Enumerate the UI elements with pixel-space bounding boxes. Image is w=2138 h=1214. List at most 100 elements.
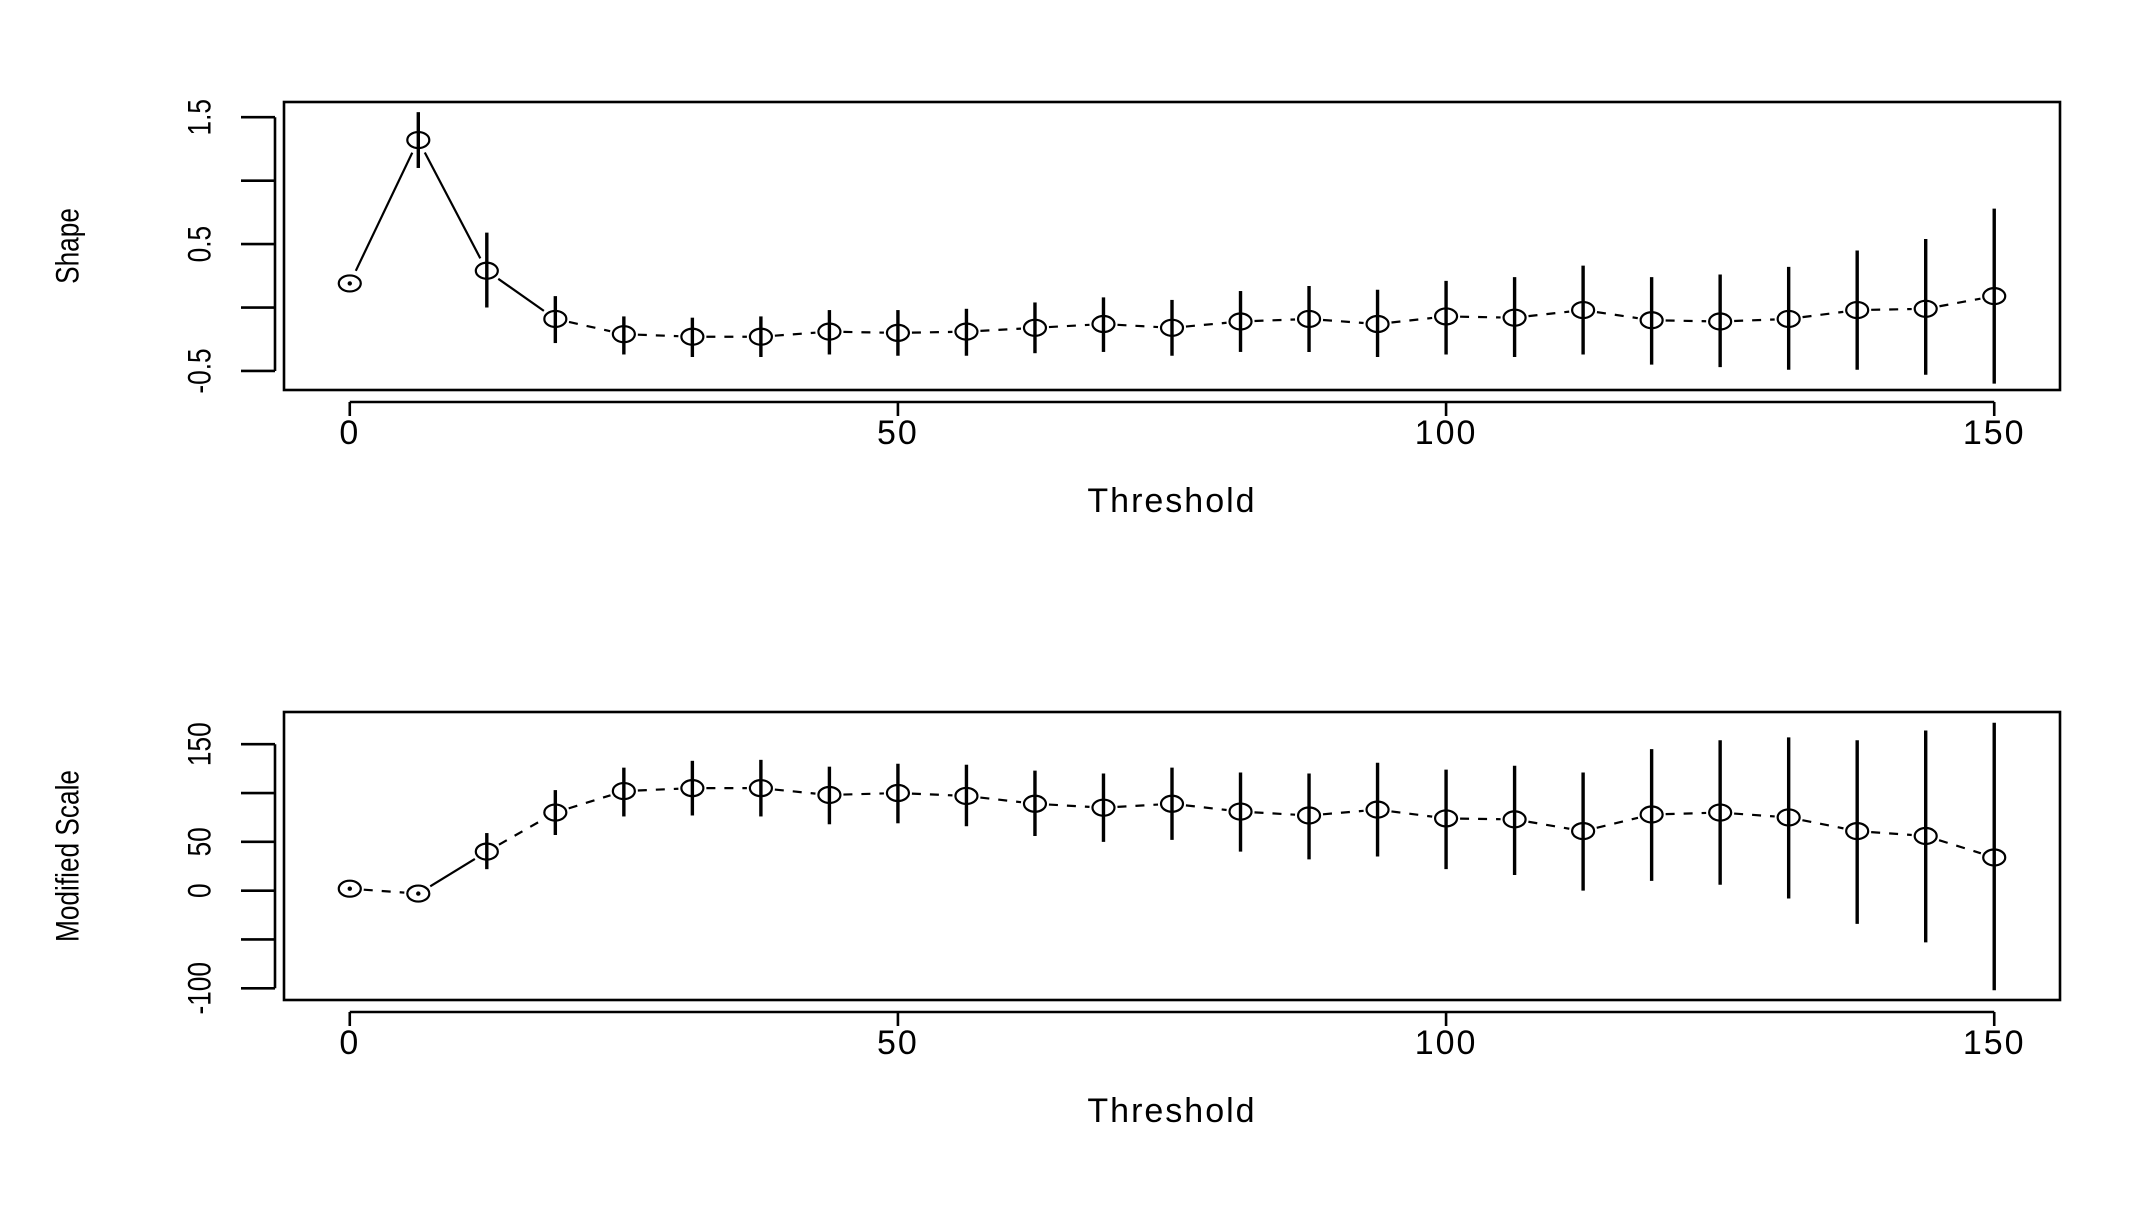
data-point: [474, 261, 499, 280]
data-point: [1776, 808, 1801, 827]
data-point: [748, 779, 773, 798]
data-point: [406, 884, 431, 903]
x-tick-label: 150: [1963, 1024, 2026, 1062]
data-point: [1913, 299, 1938, 318]
connector-line: [1460, 315, 1501, 319]
data-point: [1091, 314, 1116, 334]
x-tick-label: 150: [1963, 414, 2026, 452]
connector-line: [980, 796, 1022, 804]
data-point: [1776, 309, 1801, 329]
connector-line: [568, 794, 611, 810]
x-tick-label: 0: [339, 414, 360, 452]
connector-line: [1254, 318, 1296, 323]
y-tick-label: 1.5: [183, 99, 218, 135]
data-point: [1502, 810, 1527, 829]
data-point: [1639, 805, 1664, 824]
data-point: [1228, 802, 1253, 821]
data-point: [1433, 307, 1459, 326]
connector-line: [637, 333, 679, 338]
data-point: [1296, 309, 1322, 329]
connector-line: [1802, 819, 1844, 830]
x-tick-label: 50: [877, 414, 919, 452]
x-tick-label: 100: [1415, 1024, 1478, 1062]
connector-line: [1596, 311, 1638, 320]
plot-frame: [282, 710, 2062, 1002]
data-point: [885, 783, 911, 803]
connector-line: [1185, 804, 1227, 812]
connector-line: [1939, 297, 1981, 308]
data-point: [1913, 826, 1938, 846]
connector-line: [1734, 812, 1775, 818]
connector-line: [1596, 816, 1639, 829]
data-point: [543, 309, 568, 329]
connector-line: [1938, 839, 1982, 855]
data-point: [1845, 300, 1870, 320]
connector-line: [1665, 811, 1707, 816]
y-axis-title: Modified Scale: [51, 770, 86, 942]
connector-line: [774, 788, 816, 795]
plot-frame: [282, 100, 2062, 392]
connector-line: [1802, 310, 1844, 319]
connector-line: [1117, 323, 1159, 329]
connector-line: [1185, 321, 1227, 328]
data-point: [817, 785, 842, 805]
connector-line: [1871, 831, 1912, 837]
panel-2: 0 50 100 150 -100 0 50 150 Threshold Modified Sca…: [51, 710, 2062, 1130]
data-point: [1982, 848, 2007, 867]
data-point: [1091, 798, 1116, 817]
connector-line: [429, 857, 476, 888]
data-point: [1022, 794, 1048, 813]
data-point: [543, 803, 568, 822]
connector-line: [843, 330, 884, 334]
data-point-center: [347, 886, 352, 891]
connector-line: [843, 792, 884, 796]
data-point: [474, 842, 499, 861]
y-tick-label: 50: [183, 827, 218, 856]
connector-line: [1048, 803, 1090, 808]
data-point: [406, 130, 431, 150]
data-point: [1502, 308, 1527, 327]
connector-line: [363, 888, 405, 894]
data-point: [1708, 312, 1733, 331]
connector-line: [568, 320, 611, 333]
connector-line: [980, 327, 1022, 332]
data-point: [680, 327, 705, 346]
data-point-center: [347, 281, 352, 286]
data-point: [1228, 312, 1253, 331]
data-point: [1571, 822, 1596, 841]
y-axis-title: Shape: [51, 208, 86, 284]
data-point: [954, 322, 979, 341]
connector-line: [1665, 319, 1707, 323]
data-point: [1159, 318, 1185, 337]
x-axis-title: Threshold: [1087, 1092, 1256, 1130]
y-tick-label: 0.5: [183, 226, 218, 262]
connector-line: [423, 151, 482, 259]
connector-line: [1528, 820, 1570, 830]
data-point: [1571, 300, 1596, 320]
x-tick-label: 50: [877, 1024, 919, 1062]
x-tick-label: 100: [1415, 414, 1478, 452]
y-tick-label: -0.5: [183, 348, 218, 393]
data-point: [337, 879, 362, 898]
data-point: [1982, 287, 2007, 306]
data-point: [1159, 794, 1185, 813]
data-point: [680, 779, 705, 798]
data-point: [817, 322, 842, 341]
data-point: [885, 323, 911, 343]
connector-line: [637, 787, 679, 792]
data-point: [337, 274, 362, 293]
data-point: [611, 325, 636, 344]
connector-line: [1322, 809, 1364, 816]
data-point: [1022, 318, 1048, 337]
data-point: [1365, 314, 1390, 334]
x-tick-label: 0: [339, 1024, 360, 1062]
data-point: [611, 781, 636, 801]
connector-line: [1048, 323, 1090, 329]
data-point: [1296, 806, 1322, 825]
y-tick-label: -100: [183, 962, 218, 1015]
connector-line: [1391, 810, 1433, 818]
connector-line: [774, 331, 816, 337]
connector-line: [1254, 811, 1296, 816]
connector-line: [911, 792, 953, 797]
data-point: [748, 327, 773, 346]
